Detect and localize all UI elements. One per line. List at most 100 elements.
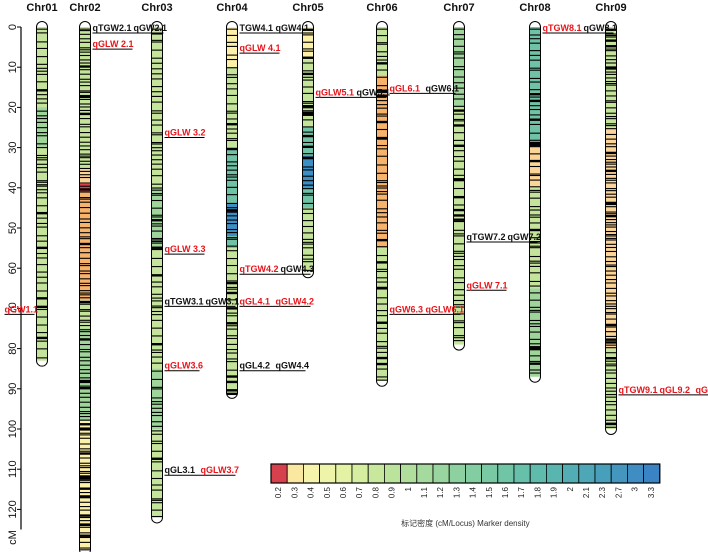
marker-band [151, 159, 163, 161]
marker-band [79, 198, 91, 200]
marker-band [605, 278, 617, 281]
marker-band [605, 295, 617, 297]
marker-band [605, 326, 617, 328]
marker-band [151, 470, 163, 472]
marker-band [36, 336, 48, 340]
marker-band [605, 112, 617, 114]
marker-band [36, 316, 48, 318]
marker-band [453, 277, 465, 279]
marker-band [529, 54, 541, 56]
marker-band [79, 33, 91, 35]
marker-band [453, 98, 465, 100]
marker-band [151, 314, 163, 316]
density-segment [79, 420, 91, 550]
marker-band [605, 151, 617, 155]
marker-band [226, 219, 238, 221]
marker-band [605, 28, 617, 32]
marker-band [36, 70, 48, 72]
marker-band [302, 188, 314, 190]
chromosome-title: Chr01 [26, 2, 57, 14]
legend-swatch [383, 463, 401, 484]
legend-swatch [270, 463, 288, 484]
marker-band [79, 96, 91, 99]
marker-band [226, 147, 238, 151]
marker-band [79, 457, 91, 459]
marker-band [79, 396, 91, 398]
marker-band [605, 308, 617, 310]
marker-band [529, 67, 541, 69]
marker-band [605, 260, 617, 263]
marker-band [151, 223, 163, 225]
marker-band [79, 487, 91, 490]
marker-band [151, 515, 163, 518]
marker-band [605, 214, 617, 218]
marker-band [79, 465, 91, 467]
axis-tick-label: 70 [7, 302, 19, 314]
density-segment [79, 300, 91, 329]
marker-band [529, 206, 541, 208]
marker-band [605, 377, 617, 379]
marker-band [376, 288, 388, 290]
chromosome-title: Chr08 [519, 2, 550, 14]
marker-band [453, 258, 465, 261]
marker-band [79, 145, 91, 147]
legend-value: 0.3 [290, 486, 299, 498]
marker-band [226, 291, 238, 295]
marker-band [376, 94, 388, 98]
marker-band [79, 319, 91, 321]
marker-band [302, 269, 314, 271]
marker-band [79, 221, 91, 224]
marker-band [226, 307, 238, 310]
marker-band [226, 67, 238, 69]
axis-tick-label: 100 [7, 420, 19, 438]
marker-band [605, 100, 617, 102]
qtl-label: qTGW8.1 [543, 23, 582, 33]
marker-band [453, 299, 465, 302]
marker-band [376, 341, 388, 343]
marker-band [79, 201, 91, 203]
marker-band [605, 158, 617, 161]
marker-band [151, 257, 163, 259]
marker-band [453, 76, 465, 78]
marker-band [376, 362, 388, 366]
marker-band [302, 184, 314, 186]
marker-band [453, 218, 465, 221]
marker-band [79, 315, 91, 317]
qtl-label: qGL3.1 [165, 465, 196, 475]
marker-band [79, 401, 91, 403]
marker-band [151, 86, 163, 88]
marker-band [151, 388, 163, 390]
marker-band [226, 28, 238, 30]
marker-band [151, 78, 163, 80]
marker-band [302, 131, 314, 133]
marker-band [79, 549, 91, 551]
marker-band [226, 228, 238, 231]
marker-band [151, 154, 163, 156]
marker-band [302, 247, 314, 249]
marker-band [302, 141, 314, 144]
marker-band [79, 334, 91, 337]
marker-band [79, 285, 91, 287]
marker-band [79, 526, 91, 528]
chromosome-chr07: Chr07 [443, 2, 475, 351]
marker-band [36, 180, 48, 182]
marker-band [226, 237, 238, 239]
qtl-label: qGL9.2 [660, 385, 691, 395]
marker-band [36, 28, 48, 30]
marker-band [605, 169, 617, 173]
marker-band [453, 322, 465, 324]
marker-band [79, 429, 91, 431]
marker-band [36, 94, 48, 96]
marker-band [529, 311, 541, 313]
marker-band [36, 171, 48, 173]
marker-band [605, 341, 617, 344]
marker-band [79, 379, 91, 383]
marker-band [376, 89, 388, 92]
density-segment [151, 187, 163, 249]
marker-band [151, 147, 163, 149]
marker-band [605, 45, 617, 48]
axis-tick-label: 80 [7, 342, 19, 354]
marker-band [529, 280, 541, 283]
marker-band [605, 404, 617, 406]
marker-band [376, 216, 388, 218]
